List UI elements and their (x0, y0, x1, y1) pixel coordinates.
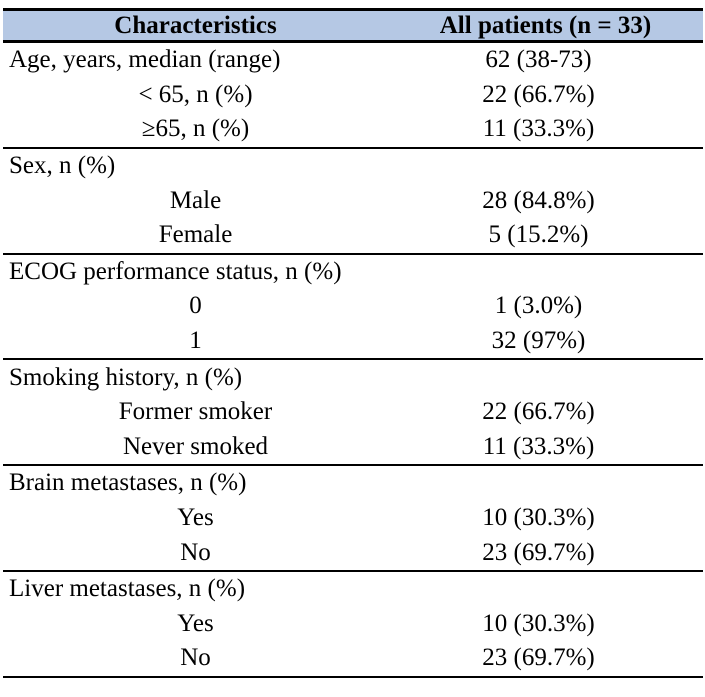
header-cell-all-patients: All patients (n = 33) (388, 9, 703, 43)
row-label: No (180, 644, 211, 672)
table-row: < 65, n (%) 22 (66.7%) (3, 78, 703, 113)
row-label: Male (169, 186, 222, 214)
table-row: Brain metastases, n (%) (3, 465, 703, 501)
table-row: ≥65, n (%) 11 (33.3%) (3, 112, 703, 148)
table-row: Age, years, median (range) 62 (38-73) (3, 42, 703, 78)
section-ecog: ECOG performance status, n (%) 0 1 (3.0%… (3, 254, 703, 360)
table-row: Yes 10 (30.3%) (3, 607, 703, 642)
row-label: Yes (177, 504, 214, 532)
row-value: 62 (38-73) (485, 46, 592, 74)
table-row: No 23 (69.7%) (3, 535, 703, 571)
section-liver-metastases: Liver metastases, n (%) Yes 10 (30.3%) N… (3, 571, 703, 677)
section-smoking: Smoking history, n (%) Former smoker 22 … (3, 359, 703, 466)
row-label: ECOG performance status, n (%) (9, 257, 342, 285)
row-label: Sex, n (%) (9, 152, 116, 180)
table-row: 1 32 (97%) (3, 324, 703, 360)
table-header: Characteristics All patients (n = 33) (3, 9, 703, 43)
row-value (388, 359, 703, 395)
row-label: < 65, n (%) (138, 80, 253, 108)
row-value: 10 (30.3%) (482, 504, 595, 532)
row-value (388, 148, 703, 184)
table-row: 0 1 (3.0%) (3, 289, 703, 324)
row-value (388, 254, 703, 290)
row-value: 11 (33.3%) (482, 115, 595, 143)
section-brain-metastases: Brain metastases, n (%) Yes 10 (30.3%) N… (3, 465, 703, 571)
patient-characteristics-table: Characteristics All patients (n = 33) Ag… (3, 8, 703, 678)
row-value (388, 465, 703, 501)
section-sex: Sex, n (%) Male 28 (84.8%) Female 5 (15.… (3, 148, 703, 254)
table-row: Former smoker 22 (66.7%) (3, 395, 703, 430)
table-row: No 23 (69.7%) (3, 641, 703, 677)
row-label: No (180, 538, 211, 566)
table-row: Liver metastases, n (%) (3, 571, 703, 607)
header-row: Characteristics All patients (n = 33) (3, 9, 703, 43)
row-value: 23 (69.7%) (482, 644, 595, 672)
row-label: Never smoked (122, 432, 269, 460)
table-row: Female 5 (15.2%) (3, 218, 703, 254)
row-value: 10 (30.3%) (482, 609, 595, 637)
table-row: Male 28 (84.8%) (3, 183, 703, 218)
row-value: 5 (15.2%) (488, 221, 589, 249)
row-value (388, 571, 703, 607)
table-row: Smoking history, n (%) (3, 359, 703, 395)
row-label: Former smoker (118, 398, 273, 426)
row-value: 23 (69.7%) (482, 538, 595, 566)
page: Characteristics All patients (n = 33) Ag… (3, 8, 703, 678)
header-cell-characteristics: Characteristics (3, 9, 388, 43)
row-label: Yes (177, 609, 214, 637)
table-row: ECOG performance status, n (%) (3, 254, 703, 290)
table-row: Never smoked 11 (33.3%) (3, 430, 703, 466)
row-label: Smoking history, n (%) (9, 363, 243, 391)
row-value: 32 (97%) (491, 327, 586, 355)
row-value: 1 (3.0%) (494, 292, 583, 320)
row-value: 11 (33.3%) (482, 432, 595, 460)
row-value: 22 (66.7%) (482, 80, 595, 108)
row-label: Brain metastases, n (%) (9, 469, 247, 497)
table-row: Yes 10 (30.3%) (3, 501, 703, 536)
row-value: 28 (84.8%) (482, 186, 595, 214)
section-age: Age, years, median (range) 62 (38-73) < … (3, 42, 703, 148)
row-value: 22 (66.7%) (482, 398, 595, 426)
table-row: Sex, n (%) (3, 148, 703, 184)
row-label: 1 (189, 327, 202, 355)
row-label: Age, years, median (range) (9, 46, 281, 74)
row-label: 0 (189, 292, 202, 320)
row-label: Female (158, 221, 233, 249)
row-label: Liver metastases, n (%) (9, 575, 246, 603)
row-label: ≥65, n (%) (141, 115, 250, 143)
